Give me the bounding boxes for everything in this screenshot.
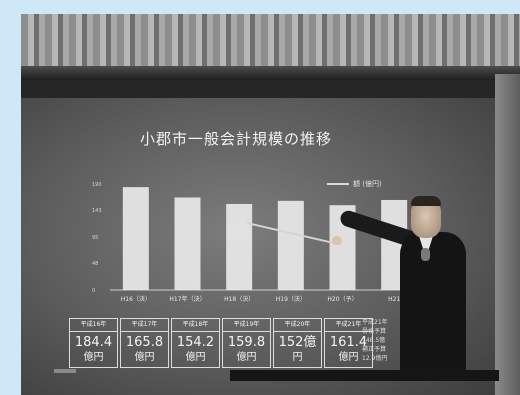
chart-legend: 額 (億円) [327, 179, 382, 189]
table-header: 平成18年 [172, 319, 219, 332]
x-tick-label: H16（決） [121, 295, 151, 303]
table-value: 165.8 [125, 335, 164, 350]
table-header: 平成16年 [70, 319, 117, 332]
table-unit: 円 [292, 352, 303, 363]
x-tick-label: H18（決） [224, 295, 254, 303]
y-tick-label: 48 [92, 261, 98, 267]
table-value: 159.8 [227, 335, 266, 350]
bar [277, 200, 304, 290]
table-column: 平成19年 159.8 億円 [222, 318, 271, 368]
bar [174, 197, 201, 290]
presenter-hand [332, 236, 342, 245]
table-column: 平成20年 152億円 [273, 318, 322, 368]
y-tick-label: 95 [92, 235, 98, 241]
corner-mark [54, 369, 76, 373]
note-line: 骨格予算 [362, 328, 387, 335]
table-unit: 億円 [338, 352, 359, 363]
bar [122, 187, 149, 290]
side-wall [495, 74, 520, 395]
legend-label: 額 (億円) [353, 180, 382, 188]
curtain-rail [21, 66, 520, 80]
y-tick-label: 190 [92, 182, 102, 188]
note-line: 12.9億円 [362, 355, 388, 362]
table-value: 184.4 [74, 335, 113, 350]
presenter-suit [400, 232, 466, 381]
table-column: 平成16年 184.4 億円 [69, 318, 118, 368]
x-tick-label: H17年（決） [169, 295, 205, 303]
table-header: 平成20年 [274, 319, 321, 332]
wall-band [21, 80, 520, 100]
table-unit: 億円 [134, 352, 155, 363]
table-value: 161.4 [329, 335, 368, 350]
y-tick-label: 143 [92, 208, 102, 214]
table-column: 平成17年 165.8 億円 [120, 318, 169, 368]
table-unit: 億円 [83, 352, 104, 363]
y-tick-label: 0 [92, 288, 95, 294]
table-value: 152億 [278, 335, 317, 350]
x-tick-label: H21 [388, 296, 400, 303]
table-column: 平成21年 161.4 億円 [324, 318, 373, 368]
bar [226, 203, 253, 290]
x-tick-label: H19（決） [276, 295, 306, 303]
microphone [421, 248, 430, 261]
table-unit: 億円 [236, 352, 257, 363]
table-header: 平成21年 [325, 319, 372, 332]
note-line: 平成21年 [362, 319, 388, 326]
note-line: 補正予算 [362, 346, 387, 353]
curtain-valance [21, 14, 520, 66]
table-column: 平成18年 154.2 億円 [171, 318, 220, 368]
audience-silhouette [230, 370, 499, 381]
x-tick-label: H20（予） [327, 295, 357, 303]
legend-swatch [327, 183, 349, 185]
presenter-hair [411, 196, 441, 206]
slide-title: 小郡市一般会計規模の推移 [140, 130, 333, 148]
table-value: 154.2 [176, 335, 215, 350]
table-unit: 億円 [185, 352, 206, 363]
table-header: 平成19年 [223, 319, 270, 332]
value-table: 平成16年 184.4 億円 平成17年 165.8 億円 平成18年 154.2 億円 平成19… [69, 318, 375, 368]
budget-note: 平成21年 骨格予算 148.5億 補正予算 12.9億円 [362, 318, 388, 363]
table-header: 平成17年 [121, 319, 168, 332]
note-line: 148.5億 [362, 337, 386, 344]
